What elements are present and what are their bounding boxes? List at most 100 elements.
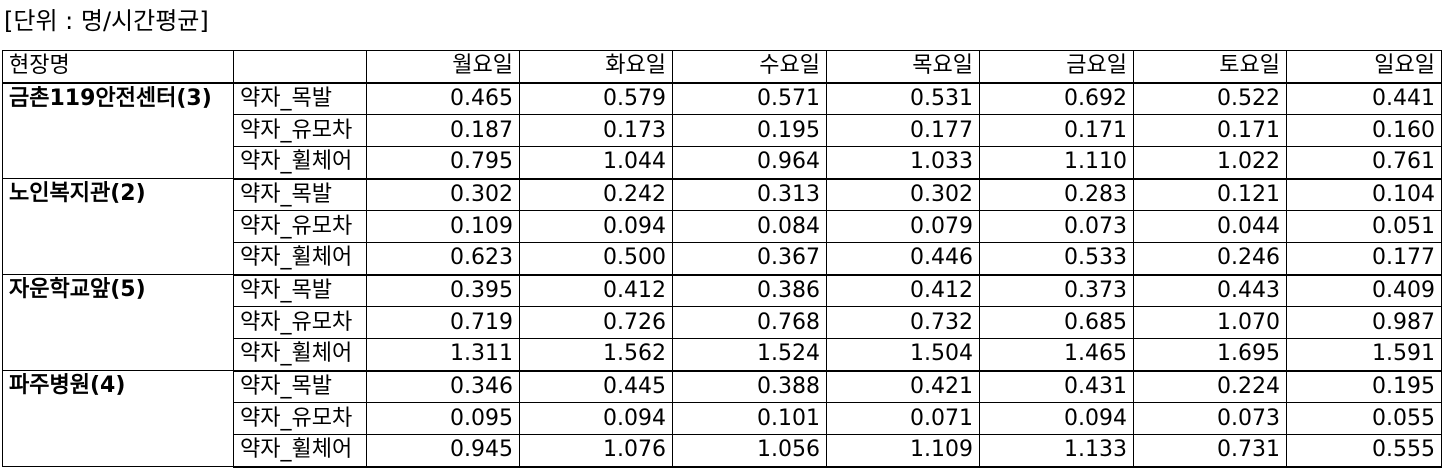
- table-row: 약자_휠체어 1.311 1.562 1.524 1.504 1.465 1.695 1.59…: [3, 338, 1442, 372]
- value-cell: 0.051: [1286, 210, 1442, 243]
- header-day: 목요일: [826, 50, 980, 84]
- site-name: 노인복지관(2): [2, 178, 234, 275]
- value-cell: 1.562: [519, 338, 673, 372]
- value-cell: 0.242: [519, 178, 673, 211]
- value-cell: 0.073: [1133, 402, 1287, 435]
- table-row: 자운학교앞(5) 약자_목발 0.395 0.412 0.386 0.412 0.373 0.…: [2, 274, 1442, 371]
- site-name: 금촌119안전센터(3): [2, 82, 234, 179]
- value-cell: 0.187: [366, 114, 520, 147]
- header-type: [233, 50, 367, 84]
- value-cell: 0.445: [519, 370, 673, 403]
- value-cell: 0.555: [1286, 434, 1442, 468]
- table-row: 약자_휠체어 0.945 1.076 1.056 1.109 1.133 0.731 0.55…: [3, 434, 1442, 468]
- value-cell: 0.579: [519, 82, 673, 115]
- value-cell: 0.094: [519, 210, 673, 243]
- value-cell: 0.346: [366, 370, 520, 403]
- value-cell: 0.177: [1286, 242, 1442, 276]
- value-cell: 0.095: [366, 402, 520, 435]
- value-cell: 1.311: [366, 338, 520, 372]
- value-cell: 1.070: [1133, 306, 1287, 339]
- value-cell: 0.395: [366, 274, 520, 307]
- table-row: 약자_유모차 0.095 0.094 0.101 0.071 0.094 0.073 0.05…: [3, 402, 1442, 435]
- value-cell: 0.044: [1133, 210, 1287, 243]
- value-cell: 0.055: [1286, 402, 1442, 435]
- value-cell: 0.571: [672, 82, 827, 115]
- value-cell: 0.101: [672, 402, 827, 435]
- value-cell: 0.531: [826, 82, 980, 115]
- table-row: 파주병원(4) 약자_목발 0.346 0.445 0.388 0.421 0.431 0.2…: [2, 370, 1442, 467]
- value-cell: 0.313: [672, 178, 827, 211]
- value-cell: 1.056: [672, 434, 827, 468]
- mobility-type: 약자_목발: [233, 178, 367, 211]
- value-cell: 0.533: [979, 242, 1134, 276]
- site-name: 자운학교앞(5): [2, 274, 234, 371]
- mobility-type: 약자_휠체어: [233, 434, 367, 468]
- value-cell: 0.109: [366, 210, 520, 243]
- table-row: 약자_휠체어 0.795 1.044 0.964 1.033 1.110 1.022 0.76…: [3, 146, 1442, 180]
- value-cell: 0.409: [1286, 274, 1442, 307]
- value-cell: 0.726: [519, 306, 673, 339]
- value-cell: 0.431: [979, 370, 1134, 403]
- value-cell: 0.283: [979, 178, 1134, 211]
- value-cell: 1.109: [826, 434, 980, 468]
- value-cell: 1.076: [519, 434, 673, 468]
- value-cell: 0.446: [826, 242, 980, 276]
- mobility-type: 약자_유모차: [233, 114, 367, 147]
- table-body: 현장명 월요일 화요일 수요일 목요일 금요일 토요일 일요일 금촌119안전센…: [2, 50, 1442, 468]
- value-cell: 0.094: [519, 402, 673, 435]
- value-cell: 0.302: [366, 178, 520, 211]
- value-cell: 0.761: [1286, 146, 1442, 180]
- value-cell: 0.079: [826, 210, 980, 243]
- value-cell: 0.441: [1286, 82, 1442, 115]
- value-cell: 0.522: [1133, 82, 1287, 115]
- value-cell: 0.160: [1286, 114, 1442, 147]
- value-cell: 0.171: [1133, 114, 1287, 147]
- value-cell: 0.964: [672, 146, 827, 180]
- value-cell: 0.302: [826, 178, 980, 211]
- value-cell: 0.104: [1286, 178, 1442, 211]
- header-day: 월요일: [366, 50, 520, 84]
- value-cell: 0.367: [672, 242, 827, 276]
- value-cell: 0.195: [1286, 370, 1442, 403]
- header-day: 금요일: [979, 50, 1134, 84]
- value-cell: 0.177: [826, 114, 980, 147]
- value-cell: 1.695: [1133, 338, 1287, 372]
- header-day: 화요일: [519, 50, 673, 84]
- value-cell: 1.465: [979, 338, 1134, 372]
- mobility-type: 약자_목발: [233, 274, 367, 307]
- value-cell: 0.623: [366, 242, 520, 276]
- value-cell: 1.022: [1133, 146, 1287, 180]
- value-cell: 0.412: [519, 274, 673, 307]
- value-cell: 0.987: [1286, 306, 1442, 339]
- value-cell: 0.719: [366, 306, 520, 339]
- value-cell: 0.412: [826, 274, 980, 307]
- header-site: 현장명: [2, 50, 234, 84]
- table-row: 약자_유모차 0.109 0.094 0.084 0.079 0.073 0.044 0.05…: [3, 210, 1442, 243]
- value-cell: 0.388: [672, 370, 827, 403]
- value-cell: 1.524: [672, 338, 827, 372]
- value-cell: 0.246: [1133, 242, 1287, 276]
- site-name: 파주병원(4): [2, 370, 234, 467]
- value-cell: 0.121: [1133, 178, 1287, 211]
- value-cell: 1.504: [826, 338, 980, 372]
- value-cell: 0.224: [1133, 370, 1287, 403]
- value-cell: 0.732: [826, 306, 980, 339]
- value-cell: 1.110: [979, 146, 1134, 180]
- value-cell: 1.133: [979, 434, 1134, 468]
- header-row: 현장명 월요일 화요일 수요일 목요일 금요일 토요일 일요일: [2, 50, 1442, 84]
- table-row: 약자_유모차 0.719 0.726 0.768 0.732 0.685 1.070 0.98…: [3, 306, 1442, 339]
- value-cell: 0.373: [979, 274, 1134, 307]
- header-day: 일요일: [1286, 50, 1442, 84]
- table-row: 금촌119안전센터(3) 약자_목발 0.465 0.579 0.571 0.531 0.6…: [2, 82, 1442, 179]
- header-day: 토요일: [1133, 50, 1287, 84]
- value-cell: 0.500: [519, 242, 673, 276]
- mobility-type: 약자_유모차: [233, 210, 367, 243]
- value-cell: 0.171: [979, 114, 1134, 147]
- value-cell: 0.073: [979, 210, 1134, 243]
- value-cell: 0.795: [366, 146, 520, 180]
- mobility-type: 약자_휠체어: [233, 146, 367, 180]
- value-cell: 1.033: [826, 146, 980, 180]
- value-cell: 0.768: [672, 306, 827, 339]
- value-cell: 0.173: [519, 114, 673, 147]
- value-cell: 0.465: [366, 82, 520, 115]
